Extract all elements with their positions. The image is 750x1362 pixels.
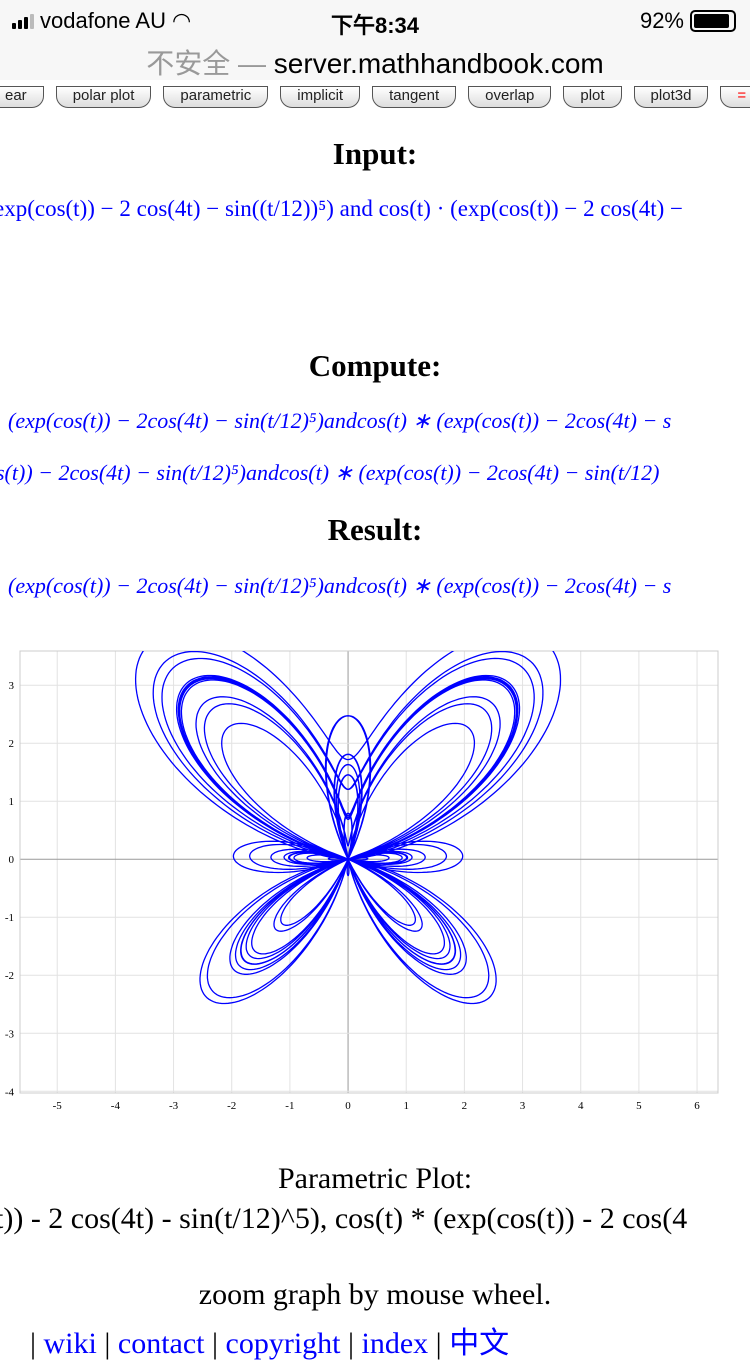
link-contact[interactable]: contact <box>117 1327 205 1360</box>
y-tick-label: -1 <box>5 912 14 924</box>
battery: 92% <box>640 8 736 34</box>
x-tick-label: 5 <box>636 1100 642 1112</box>
status-bar: vodafone AU ◠ 下午8:34 92% 不安全 — server.ma… <box>0 0 750 80</box>
link-copyright[interactable]: copyright <box>225 1327 341 1360</box>
y-tick-label: 0 <box>9 854 15 866</box>
address-bar[interactable]: 不安全 — server.mathhandbook.com <box>0 42 750 82</box>
wifi-icon: ◠ <box>171 8 192 33</box>
button-linear[interactable]: ear <box>0 86 44 108</box>
caption-title: Parametric Plot: <box>277 1162 473 1195</box>
x-tick-label: -5 <box>53 1100 63 1112</box>
y-tick-label: 3 <box>9 680 15 692</box>
plot-border <box>19 650 719 1094</box>
button-equals[interactable]: = <box>720 86 750 108</box>
carrier: vodafone AU ◠ <box>12 8 191 34</box>
button-overlap[interactable]: overlap <box>468 86 552 108</box>
result-heading: Result: <box>327 512 423 547</box>
y-tick-label: -2 <box>5 970 14 982</box>
y-tick-label: -3 <box>5 1028 15 1040</box>
butterfly-curve <box>134 651 562 1005</box>
clock: 下午8:34 <box>330 13 420 38</box>
footer-links: | wiki | contact | copyright | index | 中… <box>30 1327 510 1360</box>
input-heading: Input: <box>332 136 418 171</box>
x-tick-label: -1 <box>285 1100 294 1112</box>
zoom-hint: zoom graph by mouse wheel. <box>198 1278 552 1311</box>
x-tick-label: 6 <box>694 1100 700 1112</box>
signal-icon <box>12 13 34 29</box>
x-tick-label: -4 <box>111 1100 121 1112</box>
button-polar-plot[interactable]: polar plot <box>55 86 152 108</box>
battery-percent: 92% <box>639 8 684 33</box>
battery-icon <box>690 10 736 32</box>
x-tick-label: -3 <box>169 1100 179 1112</box>
button-implicit[interactable]: implicit <box>280 86 361 108</box>
compute-line-2: s(t)) − 2cos(4t) − sin(t/12)⁵)andcos(t) … <box>0 460 660 485</box>
link-wiki[interactable]: wiki <box>43 1327 97 1360</box>
button-tangent[interactable]: tangent <box>372 86 457 108</box>
x-tick-label: -2 <box>227 1100 236 1112</box>
carrier-name: vodafone AU <box>40 8 166 33</box>
button-plot[interactable]: plot <box>563 86 622 108</box>
plot-canvas[interactable]: -5 -4 -3 -2 -1 0 1 2 3 4 5 6 3 2 1 0 -1 -2 -3 -4 <box>0 645 750 1125</box>
x-tick-label: 4 <box>578 1100 584 1112</box>
x-tick-label: 0 <box>345 1100 351 1112</box>
link-chinese[interactable]: 中文 <box>449 1327 510 1360</box>
input-expression: exp(cos(t)) − 2 cos(4t) − sin((t/12))⁵) … <box>0 196 683 221</box>
toolbar: ear polar plot parametric implicit tange… <box>0 86 750 108</box>
x-tick-label: 2 <box>462 1100 468 1112</box>
result-line-1: (exp(cos(t)) − 2cos(4t) − sin(t/12)⁵)and… <box>8 573 672 598</box>
y-tick-label: 1 <box>9 796 15 808</box>
button-plot3d[interactable]: plot3d <box>633 86 709 108</box>
domain: server.mathhandbook.com <box>273 48 604 79</box>
link-index[interactable]: index <box>361 1327 429 1360</box>
insecure-label: 不安全 — <box>146 48 267 79</box>
y-tick-label: 2 <box>9 738 15 750</box>
y-tick-label: -4 <box>5 1086 15 1098</box>
caption-expression: t)) - 2 cos(4t) - sin(t/12)^5), cos(t) *… <box>0 1202 688 1235</box>
compute-line-1: (exp(cos(t)) − 2cos(4t) − sin(t/12)⁵)and… <box>8 408 672 433</box>
parametric-plot[interactable]: -5 -4 -3 -2 -1 0 1 2 3 4 5 6 3 2 1 0 -1 -2 -3 -4 <box>0 645 750 1130</box>
x-tick-label: 3 <box>520 1100 526 1112</box>
x-tick-label: 1 <box>403 1100 409 1112</box>
button-parametric[interactable]: parametric <box>163 86 269 108</box>
compute-heading: Compute: <box>308 348 442 383</box>
